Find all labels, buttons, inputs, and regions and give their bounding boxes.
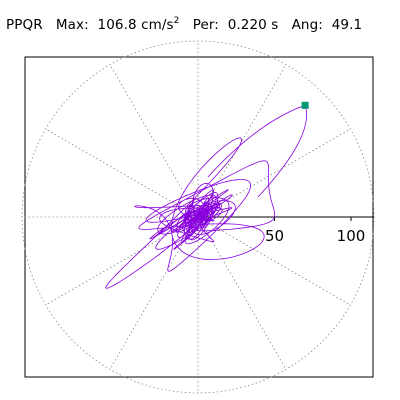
orbit-path [105,104,307,289]
grid-spoke-150 [45,128,199,218]
radial-tick-label-50: 50 [265,227,284,245]
station-code: PPQR [6,17,43,33]
grid-circle-outer [21,40,375,394]
grid-spoke-330 [197,216,351,306]
angle-label: Ang: [291,17,323,33]
radial-axis: 50 100 [198,216,373,245]
chart-title: PPQR Max: 106.8 cm/s2 Per: 0.220 s Ang: … [6,16,363,34]
max-value: 106.8 [97,17,137,33]
peak-marker-group [301,101,309,109]
radial-tick-label-100: 100 [337,227,366,245]
orbit-trace [105,104,307,289]
angle-value: 49.1 [331,17,363,33]
grid-spoke-300 [197,216,287,370]
peak-marker [301,101,309,109]
grid-spoke-120 [109,64,199,218]
max-label: Max: [55,17,89,33]
grid-spoke-60 [197,64,287,218]
period-label: Per: [192,17,219,33]
max-unit-exponent: 2 [173,16,180,26]
period-value: 0.220 s [227,17,279,33]
max-unit: cm/s [141,17,174,33]
